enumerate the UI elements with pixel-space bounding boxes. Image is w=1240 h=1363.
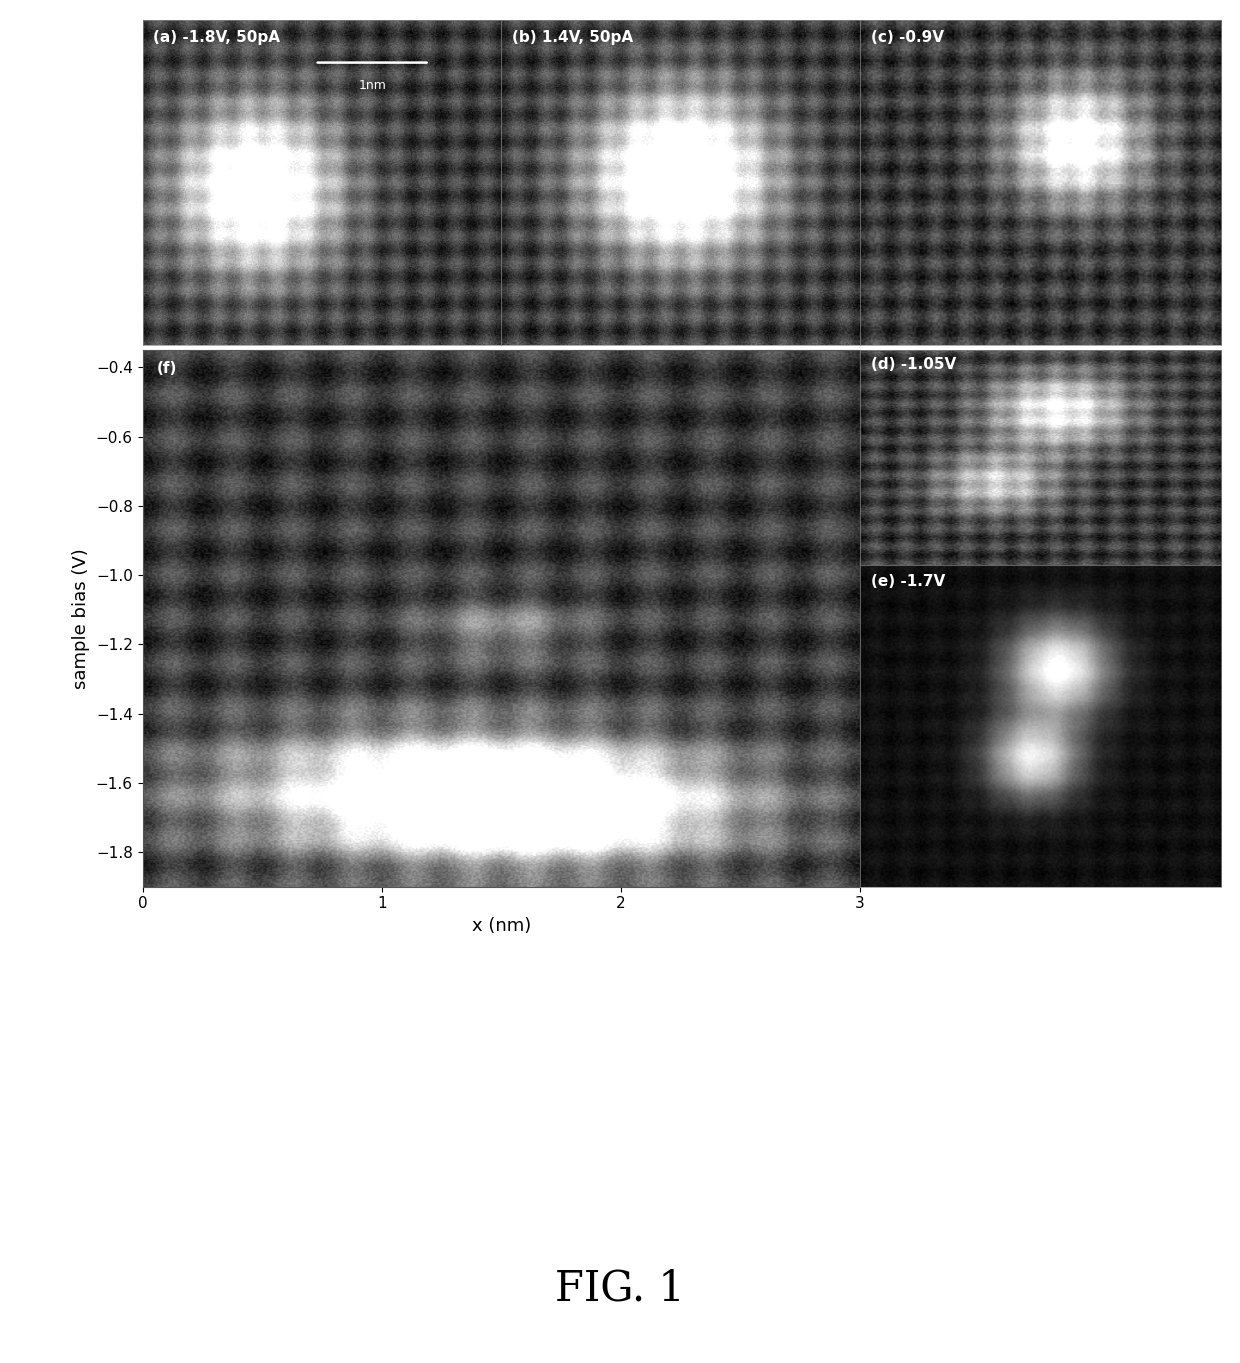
Text: (f): (f)	[157, 361, 177, 376]
Text: (e) -1.7V: (e) -1.7V	[870, 574, 945, 589]
Text: 1nm: 1nm	[358, 79, 386, 91]
Text: (c) -0.9V: (c) -0.9V	[870, 30, 944, 45]
Text: (b) 1.4V, 50pA: (b) 1.4V, 50pA	[512, 30, 634, 45]
X-axis label: x (nm): x (nm)	[471, 917, 531, 935]
Text: (d) -1.05V: (d) -1.05V	[870, 357, 956, 372]
Text: FIG. 1: FIG. 1	[556, 1268, 684, 1308]
Text: (a) -1.8V, 50pA: (a) -1.8V, 50pA	[154, 30, 280, 45]
Y-axis label: sample bias (V): sample bias (V)	[72, 548, 91, 688]
